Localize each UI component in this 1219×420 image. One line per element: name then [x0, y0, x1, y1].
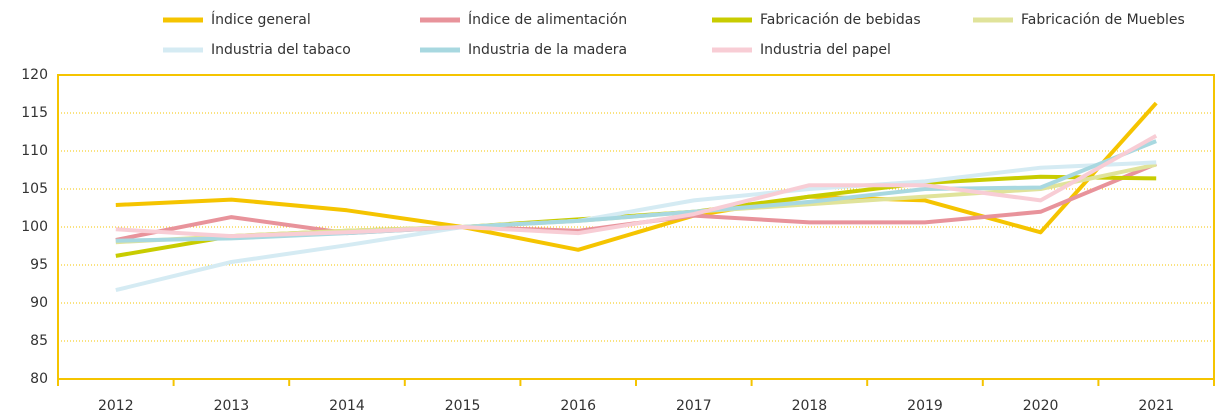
- x-tick-label: 2012: [98, 398, 134, 414]
- legend-label: Índice general: [211, 11, 311, 28]
- y-tick-label: 110: [21, 143, 48, 159]
- legend-label: Fabricación de Muebles: [1021, 12, 1185, 28]
- y-tick-label: 90: [30, 295, 48, 311]
- legend-label: Industria del papel: [760, 42, 891, 58]
- legend-label: Industria de la madera: [468, 42, 627, 58]
- plot-border: [57, 74, 1215, 380]
- x-tick-label: 2021: [1138, 398, 1174, 414]
- x-tick-label: 2014: [329, 398, 365, 414]
- series-line: [115, 134, 1158, 239]
- series-line: [115, 160, 1157, 293]
- x-tick-label: 2018: [792, 398, 828, 414]
- x-tick-label: 2015: [445, 398, 481, 414]
- x-tick-label: 2020: [1023, 398, 1059, 414]
- x-tick-label: 2017: [676, 398, 712, 414]
- y-tick-label: 95: [30, 257, 48, 273]
- legend-label: Fabricación de bebidas: [760, 12, 921, 28]
- y-tick-label: 115: [21, 105, 48, 121]
- y-tick-label: 80: [30, 371, 48, 387]
- legend-label: Industria del tabaco: [211, 42, 351, 58]
- x-tick-label: 2016: [560, 398, 596, 414]
- x-tick-label: 2013: [214, 398, 250, 414]
- series-line: [115, 101, 1158, 252]
- y-tick-label: 85: [30, 333, 48, 349]
- x-tick-label: 2019: [907, 398, 943, 414]
- y-tick-label: 105: [21, 181, 48, 197]
- legend-label: Índice de alimentación: [468, 11, 627, 28]
- y-tick-label: 100: [21, 219, 48, 235]
- y-tick-label: 120: [21, 67, 48, 83]
